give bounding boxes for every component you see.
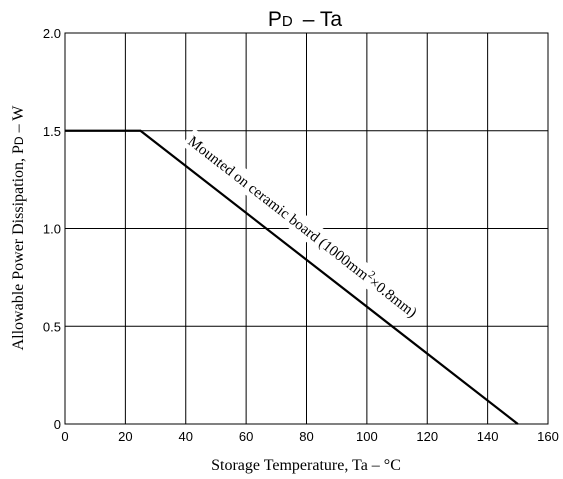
annotation-background xyxy=(181,128,425,324)
x-tick-label: 0 xyxy=(61,429,68,444)
y-axis-label-main: Allowable Power Dissipation, P xyxy=(10,145,27,350)
y-tick-label: 0.5 xyxy=(43,319,61,334)
derating-line xyxy=(65,129,519,425)
x-tick-label: 140 xyxy=(477,429,499,444)
y-axis-label-subscript: D xyxy=(12,136,26,145)
chart-title: PD – Ta xyxy=(268,8,342,31)
x-tick-label: 160 xyxy=(537,429,559,444)
x-tick-label: 120 xyxy=(416,429,438,444)
annotation-superscript: 2 xyxy=(366,269,378,282)
y-axis-label-rest: – W xyxy=(10,105,27,137)
y-tick-labels: 0 0.5 1.0 1.5 2.0 xyxy=(43,26,61,432)
annotation-text: Mounted on ceramic board (1000mm xyxy=(185,134,372,284)
series xyxy=(65,129,519,425)
title-rest: – Ta xyxy=(303,8,343,31)
x-axis-label: Storage Temperature, Ta – °C xyxy=(211,457,401,474)
x-tick-label: 100 xyxy=(356,429,378,444)
x-tick-label: 60 xyxy=(239,429,253,444)
x-tick-label: 20 xyxy=(118,429,132,444)
x-tick-label: 80 xyxy=(299,429,313,444)
y-axis-label: Allowable Power Dissipation, PD – W xyxy=(10,105,27,351)
y-tick-label: 0 xyxy=(54,417,61,432)
x-tick-label: 40 xyxy=(179,429,193,444)
y-tick-label: 1.0 xyxy=(43,222,61,237)
line-annotation: Mounted on ceramic board (1000mm2×0.8mm) xyxy=(185,131,422,321)
y-tick-label: 2.0 xyxy=(43,26,61,41)
y-tick-label: 1.5 xyxy=(43,124,61,139)
title-main: P xyxy=(268,8,282,31)
title-subscript: D xyxy=(282,13,293,30)
plot-frame xyxy=(64,32,549,425)
x-tick-labels: 0 20 40 60 80 100 120 140 160 xyxy=(61,429,558,444)
